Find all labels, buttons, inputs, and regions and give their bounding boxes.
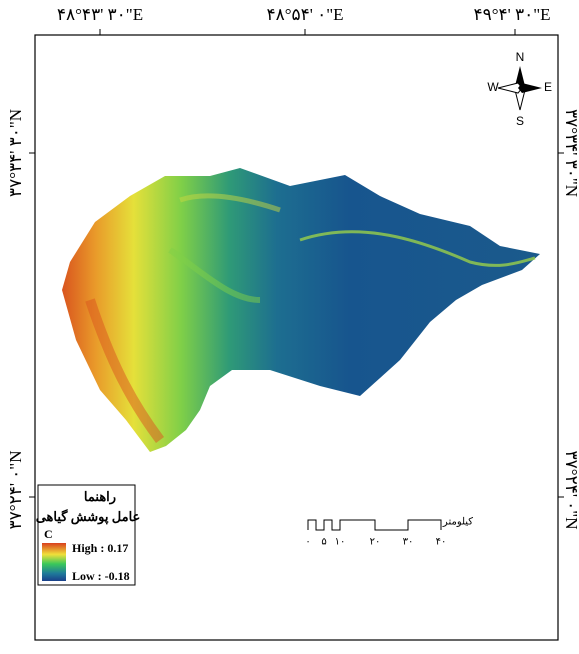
legend: راهنما عامل پوشش گیاهی C High : 0.17 Low… bbox=[36, 484, 141, 586]
scale-label: ۳۰ bbox=[403, 536, 414, 547]
coord-label: ۴۹°۴' ۳۰"E bbox=[473, 5, 550, 24]
coord-label: ۴۸°۴۳' ۳۰"E bbox=[57, 5, 143, 24]
east-label: E bbox=[544, 80, 552, 94]
scale-label: ۱۰ bbox=[335, 536, 346, 547]
north-arrow bbox=[497, 66, 542, 111]
west-label: W bbox=[487, 80, 499, 94]
legend-title: راهنما bbox=[84, 489, 116, 505]
scale-label: ۰ bbox=[305, 536, 310, 547]
legend-subtitle: عامل پوشش گیاهی bbox=[36, 508, 141, 525]
south-label: S bbox=[516, 114, 524, 128]
coord-label: ۳۷°۲۴' ۰"N bbox=[562, 451, 579, 530]
scale-label: ۴۰ bbox=[436, 536, 447, 547]
legend-low: Low : -0.18 bbox=[72, 569, 130, 583]
legend-high: High : 0.17 bbox=[72, 541, 128, 555]
legend-symbol: C bbox=[44, 527, 53, 541]
scale-unit: کیلومتر bbox=[442, 516, 473, 527]
scale-bar bbox=[307, 519, 442, 531]
coord-label: ۳۷°۳۴' ۳۰"N bbox=[6, 109, 25, 197]
coord-label: ۳۷°۲۴' ۰"N bbox=[6, 451, 25, 530]
watershed bbox=[62, 168, 540, 452]
scale-label: ۲۰ bbox=[370, 536, 381, 547]
north-label: N bbox=[516, 50, 525, 64]
frame-ticks bbox=[29, 29, 564, 498]
scale-label: ۵ bbox=[321, 536, 326, 547]
coord-label: ۳۷°۳۴' ۳۰"N bbox=[562, 109, 579, 197]
coord-label: ۴۸°۵۴' ۰"E bbox=[266, 5, 343, 24]
